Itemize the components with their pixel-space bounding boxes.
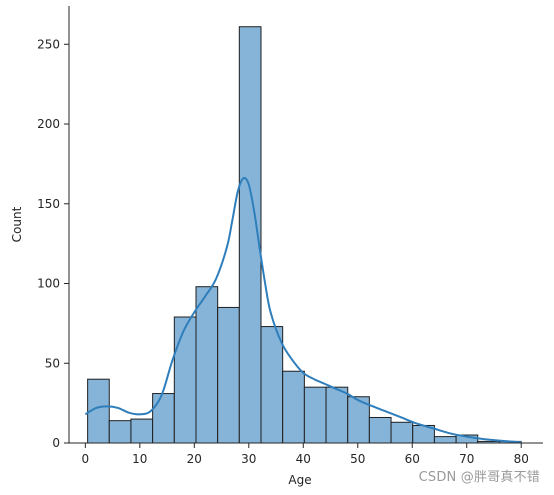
y-tick-label: 50 <box>45 356 60 370</box>
histogram-bar <box>108 420 132 444</box>
histogram-bar <box>325 386 349 444</box>
x-tick-label: 20 <box>187 452 202 466</box>
x-tick-label: 60 <box>405 452 420 466</box>
histogram-bar <box>130 418 154 444</box>
y-tick-label: 100 <box>37 277 60 291</box>
y-tick-label: 250 <box>37 37 60 51</box>
histogram-bar <box>390 421 414 444</box>
x-tick-label: 70 <box>459 452 474 466</box>
histogram-bar <box>433 436 457 444</box>
y-tick-label: 200 <box>37 117 60 131</box>
histogram-bar <box>260 326 284 444</box>
x-tick-label: 50 <box>350 452 365 466</box>
histogram-bar <box>152 393 175 444</box>
kde-curve <box>84 176 522 444</box>
y-axis-ticks: 0 50 100 150 200 250 <box>37 37 69 450</box>
y-axis-label: Count <box>10 206 24 242</box>
x-axis-label: Age <box>288 473 311 487</box>
histogram-bar <box>195 286 219 444</box>
histogram-bars <box>87 26 522 444</box>
x-tick-label: 80 <box>514 452 529 466</box>
histogram-bar <box>303 386 327 444</box>
x-axis-ticks: 0 10 20 30 40 50 60 70 80 <box>82 443 529 466</box>
x-tick-label: 10 <box>132 452 147 466</box>
x-tick-label: 30 <box>241 452 256 466</box>
histogram-bar <box>217 306 240 444</box>
y-tick-label: 0 <box>52 436 60 450</box>
x-tick-label: 0 <box>82 452 90 466</box>
y-tick-label: 150 <box>37 197 60 211</box>
x-tick-label: 40 <box>296 452 311 466</box>
histogram-bar <box>368 416 392 444</box>
histogram-bar <box>282 370 305 444</box>
watermark-text: CSDN @胖哥真不错 <box>418 470 540 485</box>
histogram-bar <box>173 316 197 444</box>
